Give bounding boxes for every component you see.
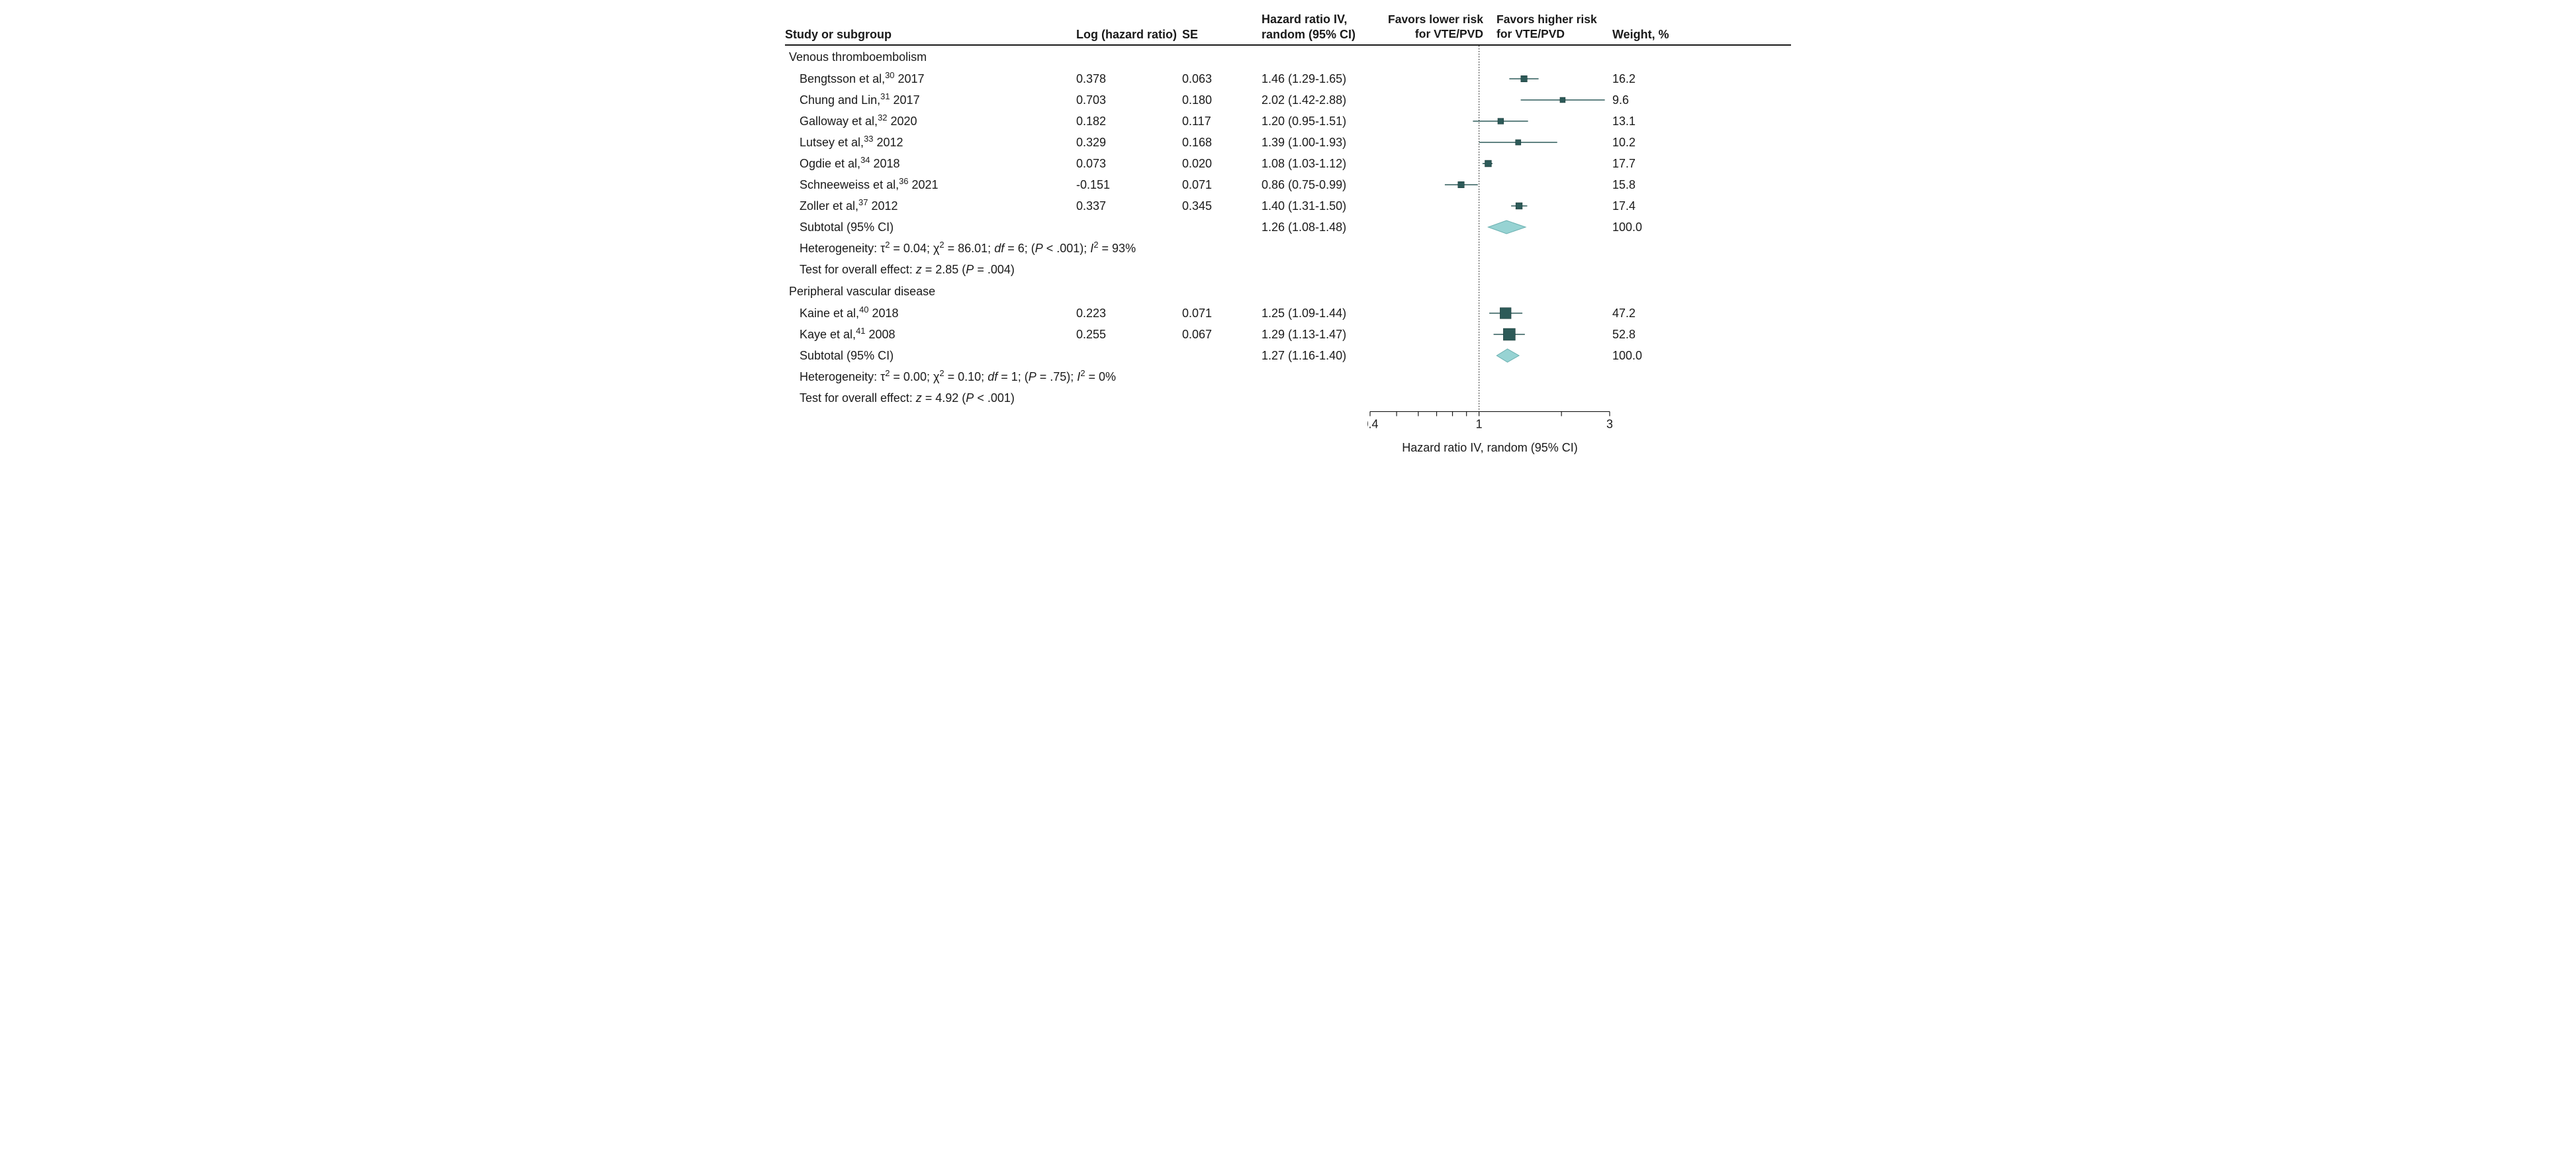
section-title-row: Venous thromboembolism [785, 46, 1791, 68]
study-hrci: 2.02 (1.42-2.88) [1262, 93, 1367, 108]
subtotal-hrci: 1.27 (1.16-1.40) [1262, 348, 1367, 364]
col-study: Study or subgroup [785, 27, 1076, 42]
section-title: Venous thromboembolism [785, 50, 1076, 65]
study-loghr: 0.073 [1076, 156, 1182, 171]
section-title-row: Peripheral vascular disease [785, 280, 1791, 303]
subtotal-label: Subtotal (95% CI) [785, 348, 1076, 364]
favors-left-label: Favors lower riskfor VTE/PVD [1367, 13, 1490, 42]
favors-right-label: Favors higher riskfor VTE/PVD [1490, 13, 1612, 42]
forest-marker [1367, 132, 1612, 153]
svg-text:1: 1 [1476, 418, 1483, 431]
study-hrci: 1.20 (0.95-1.51) [1262, 114, 1367, 129]
study-name: Kaine et al,40 2018 [785, 306, 1076, 321]
study-se: 0.020 [1182, 156, 1262, 171]
col-favors: Favors lower riskfor VTE/PVDFavors highe… [1367, 13, 1612, 42]
study-name: Bengtsson et al,30 2017 [785, 72, 1076, 87]
study-weight: 17.7 [1612, 156, 1692, 171]
study-row: Kaye et al,41 20080.2550.0671.29 (1.13-1… [785, 324, 1791, 345]
study-se: 0.071 [1182, 177, 1262, 193]
study-row: Ogdie et al,34 20180.0730.0201.08 (1.03-… [785, 153, 1791, 174]
study-weight: 15.8 [1612, 177, 1692, 193]
heterogeneity-note: Heterogeneity: τ2 = 0.00; χ2 = 0.10; df … [785, 366, 1791, 387]
study-weight: 47.2 [1612, 306, 1692, 321]
study-row: Zoller et al,37 20120.3370.3451.40 (1.31… [785, 195, 1791, 217]
forest-marker [1367, 153, 1612, 174]
study-name: Zoller et al,37 2012 [785, 199, 1076, 214]
forest-marker [1367, 174, 1612, 195]
study-name: Kaye et al,41 2008 [785, 327, 1076, 342]
study-name: Chung and Lin,31 2017 [785, 93, 1076, 108]
x-axis-label-text: Hazard ratio IV, random (95% CI) [1367, 439, 1612, 456]
x-axis: 0.4 1 3 [785, 411, 1791, 439]
study-se: 0.345 [1182, 199, 1262, 214]
study-loghr: 0.703 [1076, 93, 1182, 108]
x-axis-label: Hazard ratio IV, random (95% CI) [785, 439, 1791, 456]
heterogeneity-note: Heterogeneity: τ2 = 0.04; χ2 = 86.01; df… [785, 238, 1791, 259]
study-loghr: -0.151 [1076, 177, 1182, 193]
study-loghr: 0.378 [1076, 72, 1182, 87]
study-row: Galloway et al,32 20200.1820.1171.20 (0.… [785, 111, 1791, 132]
svg-text:3: 3 [1606, 418, 1612, 431]
col-weight: Weight, % [1612, 27, 1692, 42]
study-hrci: 1.39 (1.00-1.93) [1262, 135, 1367, 150]
study-weight: 52.8 [1612, 327, 1692, 342]
forest-diamond [1367, 345, 1612, 366]
overall-effect-note: Test for overall effect: z = 4.92 (P < .… [785, 387, 1791, 409]
section-title: Peripheral vascular disease [785, 284, 1076, 299]
study-se: 0.071 [1182, 306, 1262, 321]
overall-effect-note: Test for overall effect: z = 2.85 (P = .… [785, 259, 1791, 280]
subtotal-label: Subtotal (95% CI) [785, 220, 1076, 235]
forest-marker [1367, 303, 1612, 324]
study-se: 0.063 [1182, 72, 1262, 87]
study-hrci: 1.46 (1.29-1.65) [1262, 72, 1367, 87]
study-weight: 17.4 [1612, 199, 1692, 214]
study-row: Schneeweiss et al,36 2021-0.1510.0710.86… [785, 174, 1791, 195]
study-se: 0.117 [1182, 114, 1262, 129]
study-weight: 9.6 [1612, 93, 1692, 108]
subtotal-row: Subtotal (95% CI) 1.26 (1.08-1.48) 100.0 [785, 217, 1791, 238]
subtotal-hrci: 1.26 (1.08-1.48) [1262, 220, 1367, 235]
study-loghr: 0.337 [1076, 199, 1182, 214]
forest-marker [1367, 89, 1612, 111]
subtotal-row: Subtotal (95% CI) 1.27 (1.16-1.40) 100.0 [785, 345, 1791, 366]
forest-marker [1367, 111, 1612, 132]
study-loghr: 0.182 [1076, 114, 1182, 129]
study-name: Ogdie et al,34 2018 [785, 156, 1076, 171]
forest-diamond [1367, 217, 1612, 238]
study-hrci: 1.40 (1.31-1.50) [1262, 199, 1367, 214]
forest-marker [1367, 68, 1612, 89]
study-row: Chung and Lin,31 20170.7030.1802.02 (1.4… [785, 89, 1791, 111]
study-loghr: 0.223 [1076, 306, 1182, 321]
study-hrci: 1.25 (1.09-1.44) [1262, 306, 1367, 321]
study-row: Lutsey et al,33 20120.3290.1681.39 (1.00… [785, 132, 1791, 153]
table-header: Study or subgroupLog (hazard ratio)SEHaz… [785, 12, 1791, 46]
study-weight: 13.1 [1612, 114, 1692, 129]
study-row: Kaine et al,40 20180.2230.0711.25 (1.09-… [785, 303, 1791, 324]
forest-marker [1367, 324, 1612, 345]
study-name: Schneeweiss et al,36 2021 [785, 177, 1076, 193]
study-weight: 10.2 [1612, 135, 1692, 150]
study-row: Bengtsson et al,30 20170.3780.0631.46 (1… [785, 68, 1791, 89]
study-name: Galloway et al,32 2020 [785, 114, 1076, 129]
study-hrci: 1.08 (1.03-1.12) [1262, 156, 1367, 171]
study-hrci: 0.86 (0.75-0.99) [1262, 177, 1367, 193]
study-name: Lutsey et al,33 2012 [785, 135, 1076, 150]
forest-body: Venous thromboembolism Bengtsson et al,30… [785, 46, 1791, 409]
study-loghr: 0.255 [1076, 327, 1182, 342]
study-weight: 16.2 [1612, 72, 1692, 87]
subtotal-weight: 100.0 [1612, 220, 1692, 235]
subtotal-weight: 100.0 [1612, 348, 1692, 364]
col-hrci: Hazard ratio IV,random (95% CI) [1262, 12, 1367, 42]
study-se: 0.168 [1182, 135, 1262, 150]
svg-text:0.4: 0.4 [1367, 418, 1379, 431]
study-se: 0.180 [1182, 93, 1262, 108]
col-loghr: Log (hazard ratio) [1076, 27, 1182, 42]
study-loghr: 0.329 [1076, 135, 1182, 150]
study-se: 0.067 [1182, 327, 1262, 342]
forest-marker [1367, 195, 1612, 217]
study-hrci: 1.29 (1.13-1.47) [1262, 327, 1367, 342]
col-se: SE [1182, 27, 1262, 42]
